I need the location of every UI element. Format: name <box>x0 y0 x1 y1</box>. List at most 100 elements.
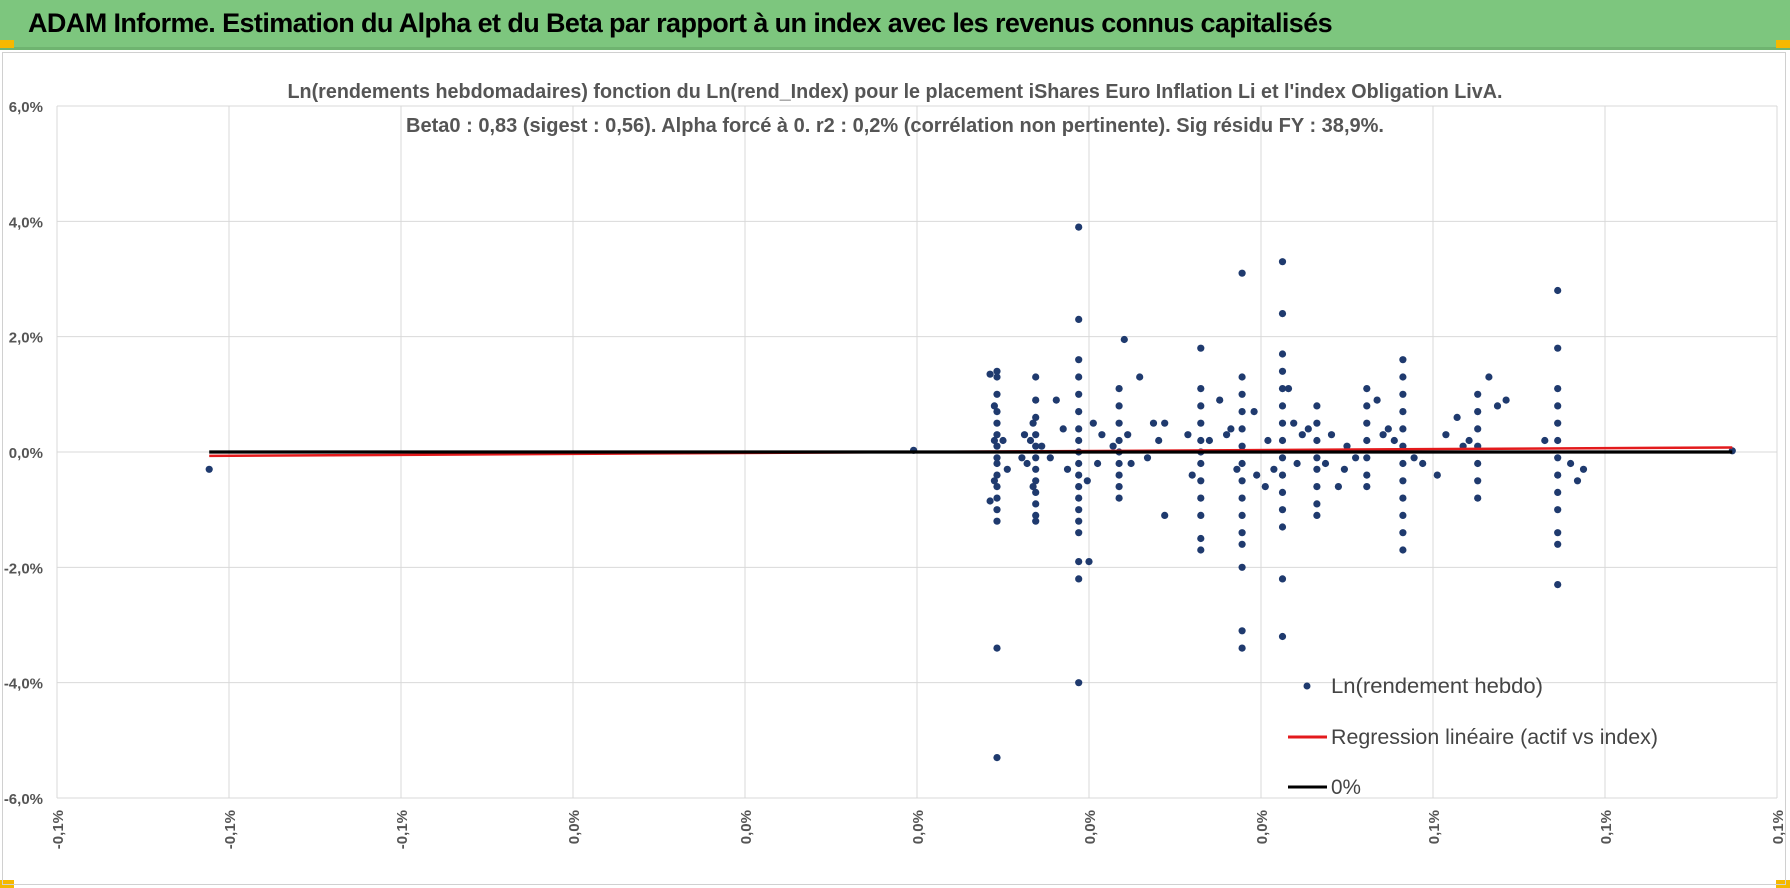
x-tick-label: -0,1% <box>394 810 411 849</box>
data-point <box>1075 459 1083 468</box>
data-point <box>1075 483 1083 491</box>
data-point <box>1399 356 1407 364</box>
data-point <box>1205 436 1213 445</box>
data-point <box>1399 546 1407 554</box>
data-point <box>1453 413 1461 421</box>
data-point <box>1278 367 1287 375</box>
legend-marker-scatter <box>1303 682 1311 690</box>
data-point <box>990 436 999 445</box>
data-point <box>1442 431 1450 439</box>
data-point <box>993 431 1001 439</box>
x-tick-label: 0,0% <box>738 810 755 844</box>
data-point <box>1094 459 1102 468</box>
data-point <box>1046 454 1054 462</box>
data-point <box>1197 385 1205 393</box>
data-point <box>1284 385 1293 393</box>
y-tick-label: 2,0% <box>9 330 43 347</box>
data-point <box>1399 511 1407 519</box>
data-point <box>1554 419 1562 427</box>
data-point <box>1032 511 1040 519</box>
data-point <box>1363 419 1371 427</box>
data-point <box>1278 402 1287 410</box>
data-point <box>1216 396 1224 404</box>
data-point <box>1098 431 1106 439</box>
data-point <box>1238 477 1246 485</box>
data-point <box>1278 436 1287 445</box>
data-point <box>1109 442 1117 450</box>
data-point <box>1278 419 1287 427</box>
data-point <box>999 436 1007 445</box>
data-point <box>1270 465 1278 473</box>
data-point <box>1238 563 1246 571</box>
data-point <box>1321 459 1330 468</box>
data-point <box>1554 488 1562 496</box>
data-point <box>1075 390 1083 398</box>
data-point <box>1075 356 1083 364</box>
data-point <box>1298 431 1306 439</box>
page-title: ADAM Informe. Estimation du Alpha et du … <box>28 8 1333 38</box>
data-point <box>1029 483 1037 491</box>
data-point <box>1127 459 1135 468</box>
data-point <box>993 459 1001 468</box>
data-point <box>1238 511 1246 519</box>
data-point <box>1238 644 1246 652</box>
data-point <box>1075 494 1083 502</box>
x-tick-label: 0,0% <box>1082 810 1099 844</box>
data-point <box>1026 436 1035 445</box>
data-point <box>1363 402 1371 410</box>
y-tick-label: 0,0% <box>9 445 43 462</box>
y-tick-label: 4,0% <box>9 214 43 231</box>
data-point <box>1197 477 1205 485</box>
data-point <box>1197 402 1205 410</box>
data-point <box>1554 402 1562 410</box>
data-point <box>993 483 1001 491</box>
data-point <box>1115 402 1123 410</box>
data-point <box>1399 425 1407 433</box>
data-point <box>993 373 1001 381</box>
data-point <box>1115 419 1123 427</box>
y-tick-label: -2,0% <box>4 560 43 577</box>
data-point <box>1083 477 1091 485</box>
data-point <box>993 517 1001 525</box>
data-point <box>1290 419 1298 427</box>
data-point <box>993 442 1001 450</box>
data-point <box>1474 477 1482 485</box>
data-point <box>1278 350 1287 358</box>
data-point <box>1197 511 1205 519</box>
data-point <box>1264 436 1272 445</box>
y-tick-label: -4,0% <box>4 676 43 693</box>
data-point <box>1293 459 1301 468</box>
data-point <box>1493 402 1502 410</box>
data-point <box>1238 269 1246 277</box>
data-point <box>1032 517 1040 525</box>
data-point <box>1554 344 1562 352</box>
data-point <box>1038 442 1046 450</box>
data-point <box>1032 396 1040 404</box>
data-point <box>1313 419 1321 427</box>
data-point <box>1373 396 1381 404</box>
data-point <box>1075 471 1083 479</box>
x-tick-label: 0,0% <box>566 810 583 844</box>
data-point <box>1433 471 1441 479</box>
data-point <box>1023 459 1031 468</box>
data-point <box>1379 431 1387 439</box>
data-point <box>1399 390 1407 398</box>
data-point <box>1155 436 1163 445</box>
data-point <box>1399 494 1407 502</box>
data-point <box>1554 436 1562 445</box>
data-point <box>1474 494 1482 502</box>
data-point <box>1278 258 1287 266</box>
data-point <box>993 506 1001 514</box>
data-point <box>1197 534 1205 543</box>
x-tick-label: 0,1% <box>1770 810 1787 844</box>
data-point <box>1278 575 1287 583</box>
data-point <box>993 408 1001 416</box>
corner-marker <box>0 40 14 48</box>
data-point <box>1197 494 1205 502</box>
data-point <box>1313 511 1321 519</box>
data-point <box>993 367 1001 375</box>
data-point <box>1363 483 1371 491</box>
data-point <box>1278 488 1287 496</box>
data-point <box>1554 529 1562 537</box>
data-point <box>1075 315 1083 323</box>
